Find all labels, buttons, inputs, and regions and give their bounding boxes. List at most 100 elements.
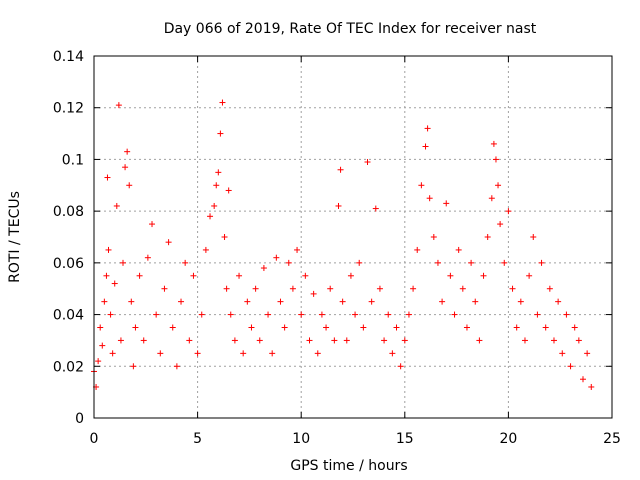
y-tick-label: 0.02 [53,359,84,375]
x-tick-label: 25 [603,431,621,447]
data-point [588,383,595,390]
data-point [405,311,412,318]
y-tick-label: 0.1 [62,152,84,168]
data-point [244,298,251,305]
data-point [430,234,437,240]
data-point [476,337,483,344]
data-point [401,337,408,344]
data-point [140,337,147,344]
data-point [161,285,168,292]
data-point [579,376,586,383]
data-point [468,259,475,266]
data-point [337,166,344,173]
data-point [252,285,259,292]
data-point [376,285,383,292]
x-axis-label: GPS time / hours [290,458,407,474]
data-point [439,298,446,305]
data-point [178,298,185,305]
data-point [567,363,574,370]
data-point [339,298,346,305]
data-point [136,272,143,279]
data-point [103,272,110,279]
data-point [107,311,114,318]
data-point [104,174,111,181]
data-point [584,350,591,357]
data-point [281,324,288,331]
data-point [434,259,441,266]
data-point [173,363,180,370]
data-point [385,311,392,318]
data-point [418,182,425,189]
data-point [530,234,537,240]
data-point [426,195,433,202]
data-point [372,205,379,212]
data-point [219,99,226,106]
data-point [488,195,495,202]
data-point [144,254,151,261]
data-point [153,311,160,318]
data-point [294,246,301,253]
data-point [393,324,400,331]
y-tick-label: 0.12 [53,101,84,117]
y-axis-ticks: 0 0.02 0.04 0.06 0.08 0.1 0.12 0.14 [53,49,612,427]
data-point [190,272,197,279]
data-point [546,285,553,292]
data-point [302,272,309,279]
data-point [414,246,421,253]
data-point [410,285,417,292]
data-point [126,182,133,189]
data-point [356,259,363,266]
data-point [231,337,238,344]
data-point [240,350,247,357]
data-point [459,285,466,292]
data-point [513,324,520,331]
data-point [310,290,317,297]
data-point [397,363,404,370]
data-point [128,298,135,305]
y-tick-label: 0.14 [53,49,84,65]
data-point [563,311,570,318]
data-point [122,164,129,171]
y-tick-label: 0.08 [53,204,84,220]
data-point [501,259,508,266]
chart-title: Day 066 of 2019, Rate Of TEC Index for r… [164,21,537,37]
data-point [517,298,524,305]
data-point [323,324,330,331]
grid-lines [94,56,612,418]
data-point [227,311,234,318]
data-point [331,337,338,344]
data-point [211,202,218,209]
data-point [505,208,512,215]
data-point [202,246,209,253]
data-point [115,102,122,109]
data-point [424,125,431,132]
data-point [169,324,176,331]
data-points [91,99,595,390]
x-axis-ticks: 0 5 10 15 20 25 [90,56,621,447]
data-point [559,350,566,357]
y-tick-label: 0 [75,411,84,427]
x-tick-label: 5 [193,431,202,447]
data-point [314,350,321,357]
data-point [194,350,201,357]
data-point [269,350,276,357]
x-tick-label: 15 [396,431,414,447]
data-point [236,272,243,279]
data-point [422,143,429,150]
data-point [463,324,470,331]
data-point [368,298,375,305]
x-tick-label: 20 [499,431,517,447]
data-point [285,259,292,266]
data-point [318,311,325,318]
data-point [443,200,450,207]
data-point [526,272,533,279]
data-point [381,337,388,344]
data-point [352,311,359,318]
data-point [451,311,458,318]
data-point [455,246,462,253]
data-point [497,221,504,228]
data-point [105,246,112,253]
data-point [364,159,371,166]
data-point [124,148,131,155]
data-point [273,254,280,261]
